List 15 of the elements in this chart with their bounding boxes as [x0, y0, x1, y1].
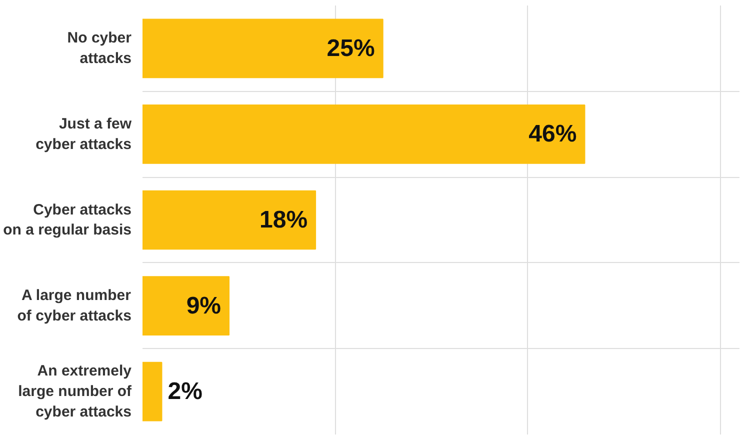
data-label: 25%	[326, 34, 375, 62]
bar	[142, 362, 162, 422]
y-tick-label: Cyber attacks on a regular basis	[3, 201, 132, 239]
bar	[142, 276, 230, 336]
bar	[142, 104, 586, 164]
data-label: 46%	[528, 120, 577, 148]
y-tick-label: No cyber attacks	[67, 30, 132, 68]
data-label: 9%	[186, 292, 222, 320]
y-tick-label: An extremely large number of cyber attacks	[18, 362, 133, 420]
data-label: 2%	[168, 378, 202, 406]
bar	[142, 190, 316, 250]
data-label: 18%	[260, 206, 308, 234]
y-tick-label: A large number of cyber attacks	[17, 287, 132, 324]
bar	[142, 18, 384, 78]
y-tick-label: Just a few cyber attacks	[36, 116, 132, 153]
